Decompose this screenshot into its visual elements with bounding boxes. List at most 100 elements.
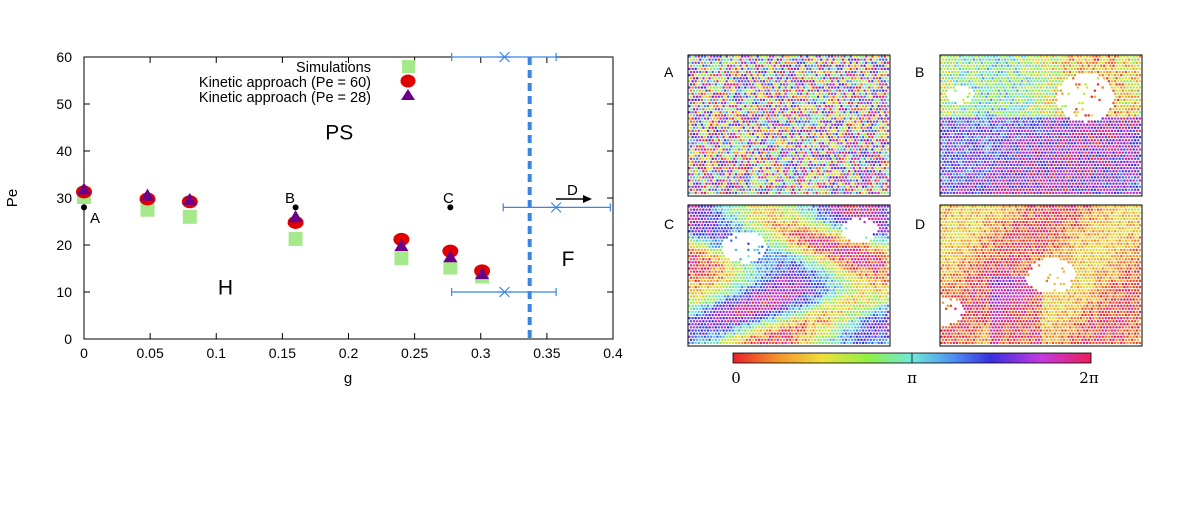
particle (1020, 148, 1024, 151)
particle (799, 185, 803, 188)
particle (1123, 148, 1126, 151)
particle (1062, 76, 1066, 80)
particle (1016, 70, 1019, 74)
particle (989, 86, 993, 89)
particle (1087, 70, 1090, 74)
particle (810, 169, 814, 173)
particle (711, 101, 714, 105)
particle (751, 64, 755, 68)
particle (705, 107, 708, 111)
particle (883, 61, 887, 64)
particle (850, 76, 854, 80)
particle (1132, 73, 1135, 77)
particle (838, 58, 842, 61)
particle (1126, 86, 1129, 89)
particle (857, 83, 860, 86)
particle (1118, 126, 1121, 130)
particle (1008, 61, 1011, 64)
particle (999, 80, 1002, 83)
particle (722, 104, 725, 108)
particle (1064, 154, 1067, 157)
particle (788, 157, 792, 161)
particle (1037, 64, 1041, 68)
particle (966, 151, 970, 154)
particle (1030, 142, 1033, 145)
particle (1003, 132, 1007, 136)
particle (813, 58, 817, 61)
particle (775, 117, 778, 120)
particle (1098, 154, 1101, 157)
particle (697, 123, 701, 126)
marker-simulations (443, 260, 458, 275)
particle (880, 123, 883, 126)
particle (849, 185, 852, 188)
particle (861, 166, 865, 170)
particle (868, 173, 871, 176)
particle (716, 117, 719, 120)
particle (860, 126, 863, 130)
particle (719, 55, 722, 58)
particle (816, 126, 820, 130)
particle (1102, 145, 1106, 148)
particle (1051, 129, 1055, 133)
particle (717, 89, 721, 92)
particle (691, 92, 694, 95)
particle (722, 179, 725, 182)
particle (841, 169, 845, 173)
particle (982, 157, 985, 161)
particle (779, 83, 783, 86)
particle (883, 179, 887, 182)
particle (1076, 111, 1080, 114)
particle (940, 86, 943, 89)
particle (947, 132, 951, 136)
particle (941, 138, 945, 142)
particle (875, 126, 879, 130)
particle (761, 89, 764, 92)
particle (1120, 92, 1123, 95)
particle (943, 98, 946, 102)
particle (852, 191, 856, 195)
particle (775, 67, 778, 71)
particle (1076, 67, 1080, 71)
particle (983, 61, 987, 64)
particle (751, 188, 755, 192)
particle (705, 83, 708, 86)
particle (1059, 58, 1063, 61)
particle (818, 166, 821, 170)
particle (762, 129, 766, 133)
particle (840, 67, 843, 71)
particle (1014, 154, 1018, 157)
particle (804, 64, 807, 68)
particle (877, 154, 880, 157)
particle (792, 64, 795, 68)
particle (1019, 95, 1022, 99)
particle (837, 185, 840, 188)
particle (991, 70, 994, 74)
particle (819, 120, 823, 123)
particle (832, 64, 835, 68)
particle (871, 111, 874, 114)
particle (855, 111, 859, 114)
particle (779, 157, 783, 161)
particle (1000, 95, 1004, 99)
particle (753, 173, 756, 176)
particle (983, 117, 987, 120)
particle (785, 64, 789, 68)
particle (997, 132, 1001, 136)
particle (1130, 70, 1134, 74)
particle (986, 98, 990, 102)
particle (983, 98, 987, 102)
particle (816, 89, 820, 92)
particle (958, 67, 962, 71)
particle (965, 148, 968, 151)
particle (821, 111, 825, 114)
particle (815, 185, 818, 188)
particle (773, 107, 776, 111)
particle (991, 95, 994, 99)
particle (1120, 142, 1123, 145)
particle (757, 107, 761, 111)
particle (747, 117, 750, 120)
particle (787, 129, 790, 133)
particle (795, 151, 798, 154)
particle (705, 89, 708, 92)
